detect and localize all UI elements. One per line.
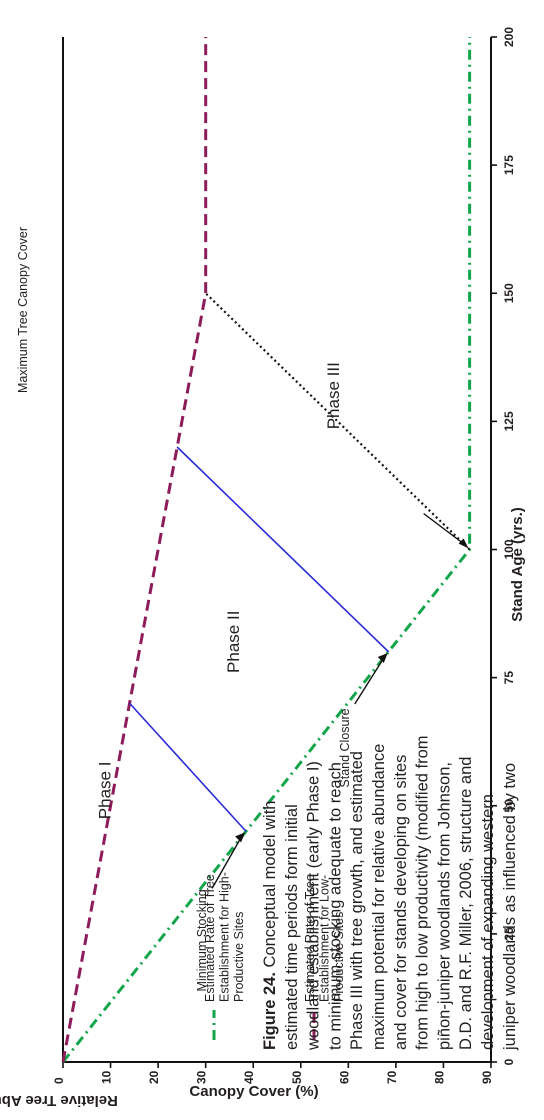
annotation-arrow	[354, 657, 385, 705]
annotation-label: Maximum Tree Canopy Cover	[16, 227, 30, 393]
legend-label: Estimated Rate of Tree	[203, 874, 217, 1002]
caption-line: development of expanding western	[479, 794, 497, 1050]
caption-line: piñon-juniper woodlands from Johnson,	[435, 762, 453, 1050]
annotation-arrowhead	[458, 538, 469, 549]
y-tick-label: 40	[242, 1070, 256, 1084]
x-tick-label: 0	[502, 1058, 516, 1065]
y-tick-label: 60	[337, 1070, 351, 1084]
caption-line: D.D. and R.F. Miller, 2006, structure an…	[457, 757, 475, 1050]
legend-label: Productive Sites	[332, 912, 346, 1002]
y-tick-label: 50	[290, 1070, 304, 1084]
phase-label: Phase II	[224, 611, 243, 673]
phase-label: Phase I	[96, 762, 115, 820]
annotation-arrowhead	[377, 653, 388, 663]
x-tick-label: 50	[502, 799, 516, 813]
annotation-label: Minimum Stocking	[195, 889, 209, 991]
caption-line: juniper woodlands as influenced by two	[501, 763, 519, 1051]
caption-line: to minimum stocking adequate to reach	[326, 762, 344, 1050]
phase-label: Phase III	[324, 362, 343, 429]
legend: Estimated Rate of Tree Establishment for …	[203, 872, 346, 1040]
y-tick-label: 20	[147, 1070, 161, 1084]
caption-line-0: Figure 24. Conceptual model with	[261, 801, 279, 1050]
caption-line: maximum potential for relative abundance	[370, 744, 388, 1050]
caption-line: and cover for stands developing on sites	[392, 755, 410, 1050]
x-axis-title: Stand Age (yrs.)	[509, 507, 526, 621]
x-tick-label: 175	[502, 155, 516, 175]
x-tick-label: 100	[502, 539, 516, 559]
caption-line: Phase III with tree growth, and estimate…	[348, 751, 366, 1050]
canopy-axis-title: Canopy Cover (%)	[189, 1083, 318, 1100]
caption-line: woodland establishment (early Phase I)	[305, 761, 323, 1051]
x-tick-label: 25	[502, 927, 516, 941]
y-tick-label: 10	[100, 1070, 114, 1084]
abundance-axis-title: Relative Tree Abundance	[0, 1092, 118, 1109]
x-tick-label: 125	[502, 411, 516, 431]
annotation-arrow	[211, 837, 242, 889]
phase-boundary-2	[204, 292, 471, 551]
y-tick-label: 30	[195, 1070, 209, 1084]
x-tick-label: 150	[502, 283, 516, 303]
annotation-label: Stand Closure	[338, 708, 352, 787]
annotation-arrowhead	[235, 832, 246, 843]
phase-boundary-0	[128, 702, 247, 832]
series-line-1	[61, 37, 208, 1063]
annotation-arrow	[423, 512, 466, 546]
figure-caption: Figure 24. Conceptual model with estimate…	[261, 735, 519, 1051]
caption-line: estimated time periods form initial	[283, 804, 301, 1050]
legend-label: Productive Sites	[232, 912, 246, 1002]
x-tick-label: 200	[502, 27, 516, 47]
phase-boundary-1	[176, 446, 390, 653]
legend-label: Establishment for High-	[218, 872, 232, 1002]
caption-text: Conceptual model with	[261, 801, 279, 973]
y-tick-label: 90	[480, 1070, 494, 1084]
x-tick-label: 75	[502, 671, 516, 685]
plot-layer	[61, 36, 497, 1068]
text-layer: 0 25 50 75 100 125 150 175 200 0 10 20 30 40 50 60 70 80 9…	[0, 27, 526, 1109]
y-tick-label: 80	[432, 1070, 446, 1084]
legend-label: Establishment for Low-	[318, 875, 332, 1002]
caption-line: from high to low productivity (modified …	[414, 735, 432, 1050]
y-tick-label: 70	[385, 1070, 399, 1084]
y-tick-label: 0	[52, 1077, 66, 1084]
legend-label: Estimated Rate of Tree	[303, 874, 317, 1002]
caption-figure-label: Figure 24.	[261, 972, 279, 1050]
